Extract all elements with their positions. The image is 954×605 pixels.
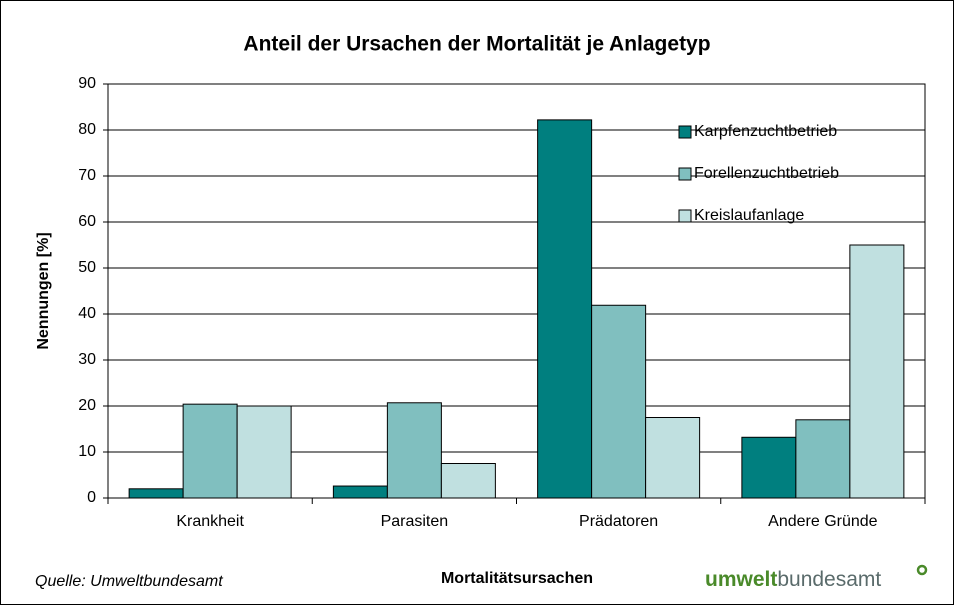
x-tick-label: Andere Gründe xyxy=(768,513,878,530)
legend-swatch xyxy=(678,125,692,139)
bar xyxy=(236,405,292,499)
y-tick-label: 40 xyxy=(78,305,96,322)
bar xyxy=(741,436,797,499)
y-tick-label: 70 xyxy=(78,167,96,184)
x-tick-label: Parasiten xyxy=(381,513,449,530)
bar xyxy=(591,304,647,499)
bar xyxy=(440,463,496,499)
logo-bold: umwelt xyxy=(705,568,777,591)
bar xyxy=(795,419,851,499)
legend-swatch xyxy=(678,167,692,181)
y-tick-label: 90 xyxy=(78,75,96,92)
bar xyxy=(332,485,388,499)
bar xyxy=(645,417,701,499)
y-tick-label: 50 xyxy=(78,259,96,276)
bar xyxy=(386,402,442,499)
bar xyxy=(537,119,593,499)
y-tick-label: 30 xyxy=(78,351,96,368)
legend-label: Kreislaufanlage xyxy=(694,207,804,224)
logo-icon xyxy=(916,564,928,576)
bar xyxy=(128,488,184,499)
y-tick-label: 0 xyxy=(87,489,96,506)
legend-swatch xyxy=(678,209,692,223)
x-tick-label: Prädatoren xyxy=(579,513,658,530)
chart-title: Anteil der Ursachen der Mortalität je An… xyxy=(243,33,710,56)
y-axis-label: Nennungen [%] xyxy=(35,232,52,349)
x-tick-label: Krankheit xyxy=(176,513,244,530)
legend-label: Karpfenzuchtbetrieb xyxy=(694,123,837,140)
legend-label: Forellenzuchtbetrieb xyxy=(694,165,839,182)
source: Quelle: Umweltbundesamt xyxy=(35,573,223,590)
bar xyxy=(182,403,238,499)
logo: umweltbundesamt xyxy=(705,568,881,591)
y-tick-label: 80 xyxy=(78,121,96,138)
bar xyxy=(849,244,905,499)
logo-rest: bundesamt xyxy=(777,568,881,591)
y-tick-label: 60 xyxy=(78,213,96,230)
y-tick-label: 10 xyxy=(78,443,96,460)
y-tick-label: 20 xyxy=(78,397,96,414)
x-axis-label: Mortalitätsursachen xyxy=(441,570,593,587)
